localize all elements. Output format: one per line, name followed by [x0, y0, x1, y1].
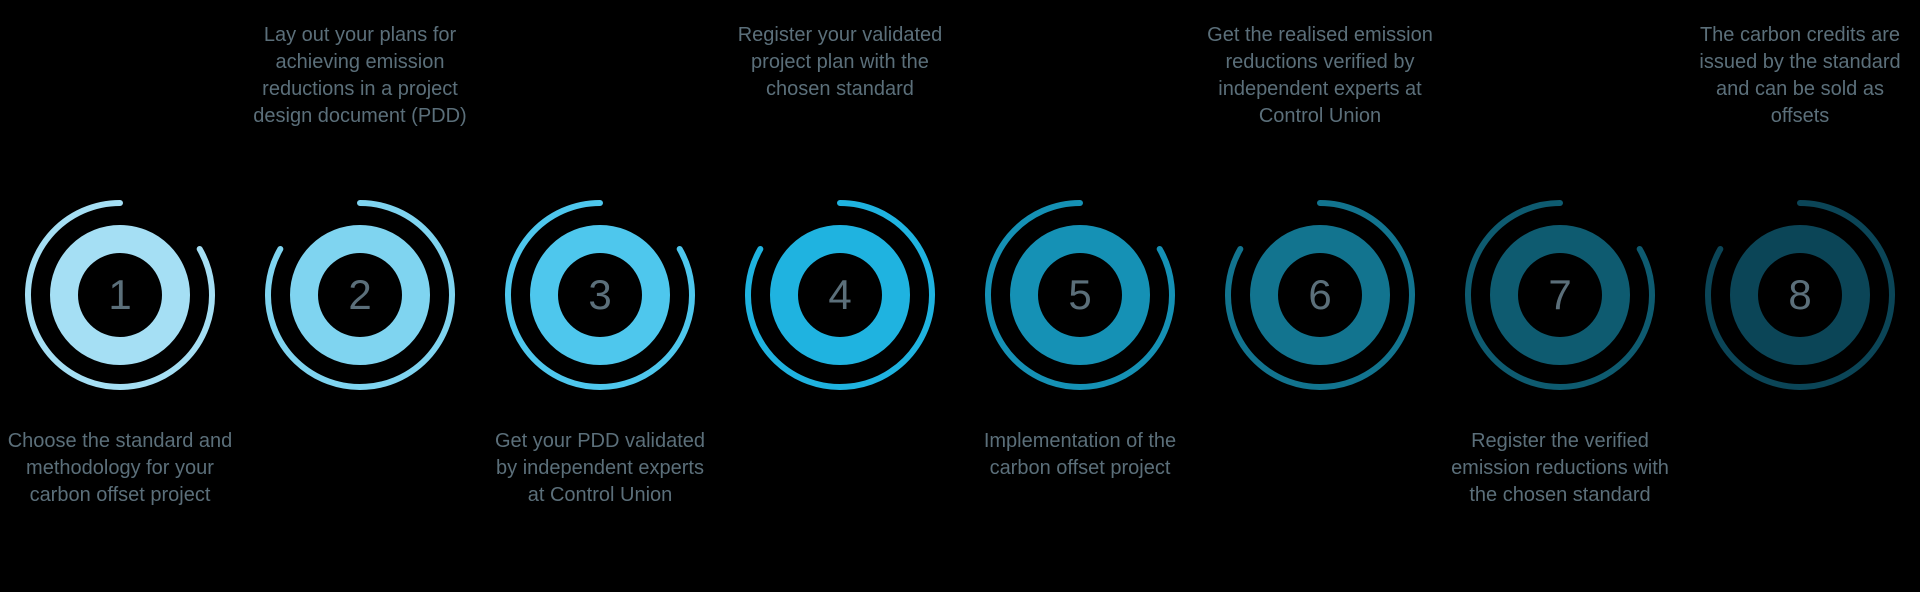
step-ring: 4: [740, 195, 940, 395]
step-6: Get the realised emission reductions ver…: [1200, 0, 1440, 592]
step-description: Register your validated project plan wit…: [725, 22, 955, 103]
step-5: Implementation of the carbon offset proj…: [960, 0, 1200, 592]
step-description: Lay out your plans for achieving emissio…: [245, 22, 475, 130]
step-8: The carbon credits are issued by the sta…: [1680, 0, 1920, 592]
step-ring: 3: [500, 195, 700, 395]
step-3: Get your PDD validated by independent ex…: [480, 0, 720, 592]
step-2: Lay out your plans for achieving emissio…: [240, 0, 480, 592]
step-description: Choose the standard and methodology for …: [5, 428, 235, 509]
step-description: Register the verified emission reduction…: [1445, 428, 1675, 509]
step-ring: 2: [260, 195, 460, 395]
step-description: Get the realised emission reductions ver…: [1205, 22, 1435, 130]
step-ring: 5: [980, 195, 1180, 395]
step-1: Choose the standard and methodology for …: [0, 0, 240, 592]
step-description: Get your PDD validated by independent ex…: [485, 428, 715, 509]
process-infographic: Choose the standard and methodology for …: [0, 0, 1920, 592]
step-ring: 6: [1220, 195, 1420, 395]
step-4: Register your validated project plan wit…: [720, 0, 960, 592]
step-description: Implementation of the carbon offset proj…: [965, 428, 1195, 482]
step-7: Register the verified emission reduction…: [1440, 0, 1680, 592]
step-ring: 7: [1460, 195, 1660, 395]
step-description: The carbon credits are issued by the sta…: [1685, 22, 1915, 130]
step-ring: 8: [1700, 195, 1900, 395]
step-ring: 1: [20, 195, 220, 395]
